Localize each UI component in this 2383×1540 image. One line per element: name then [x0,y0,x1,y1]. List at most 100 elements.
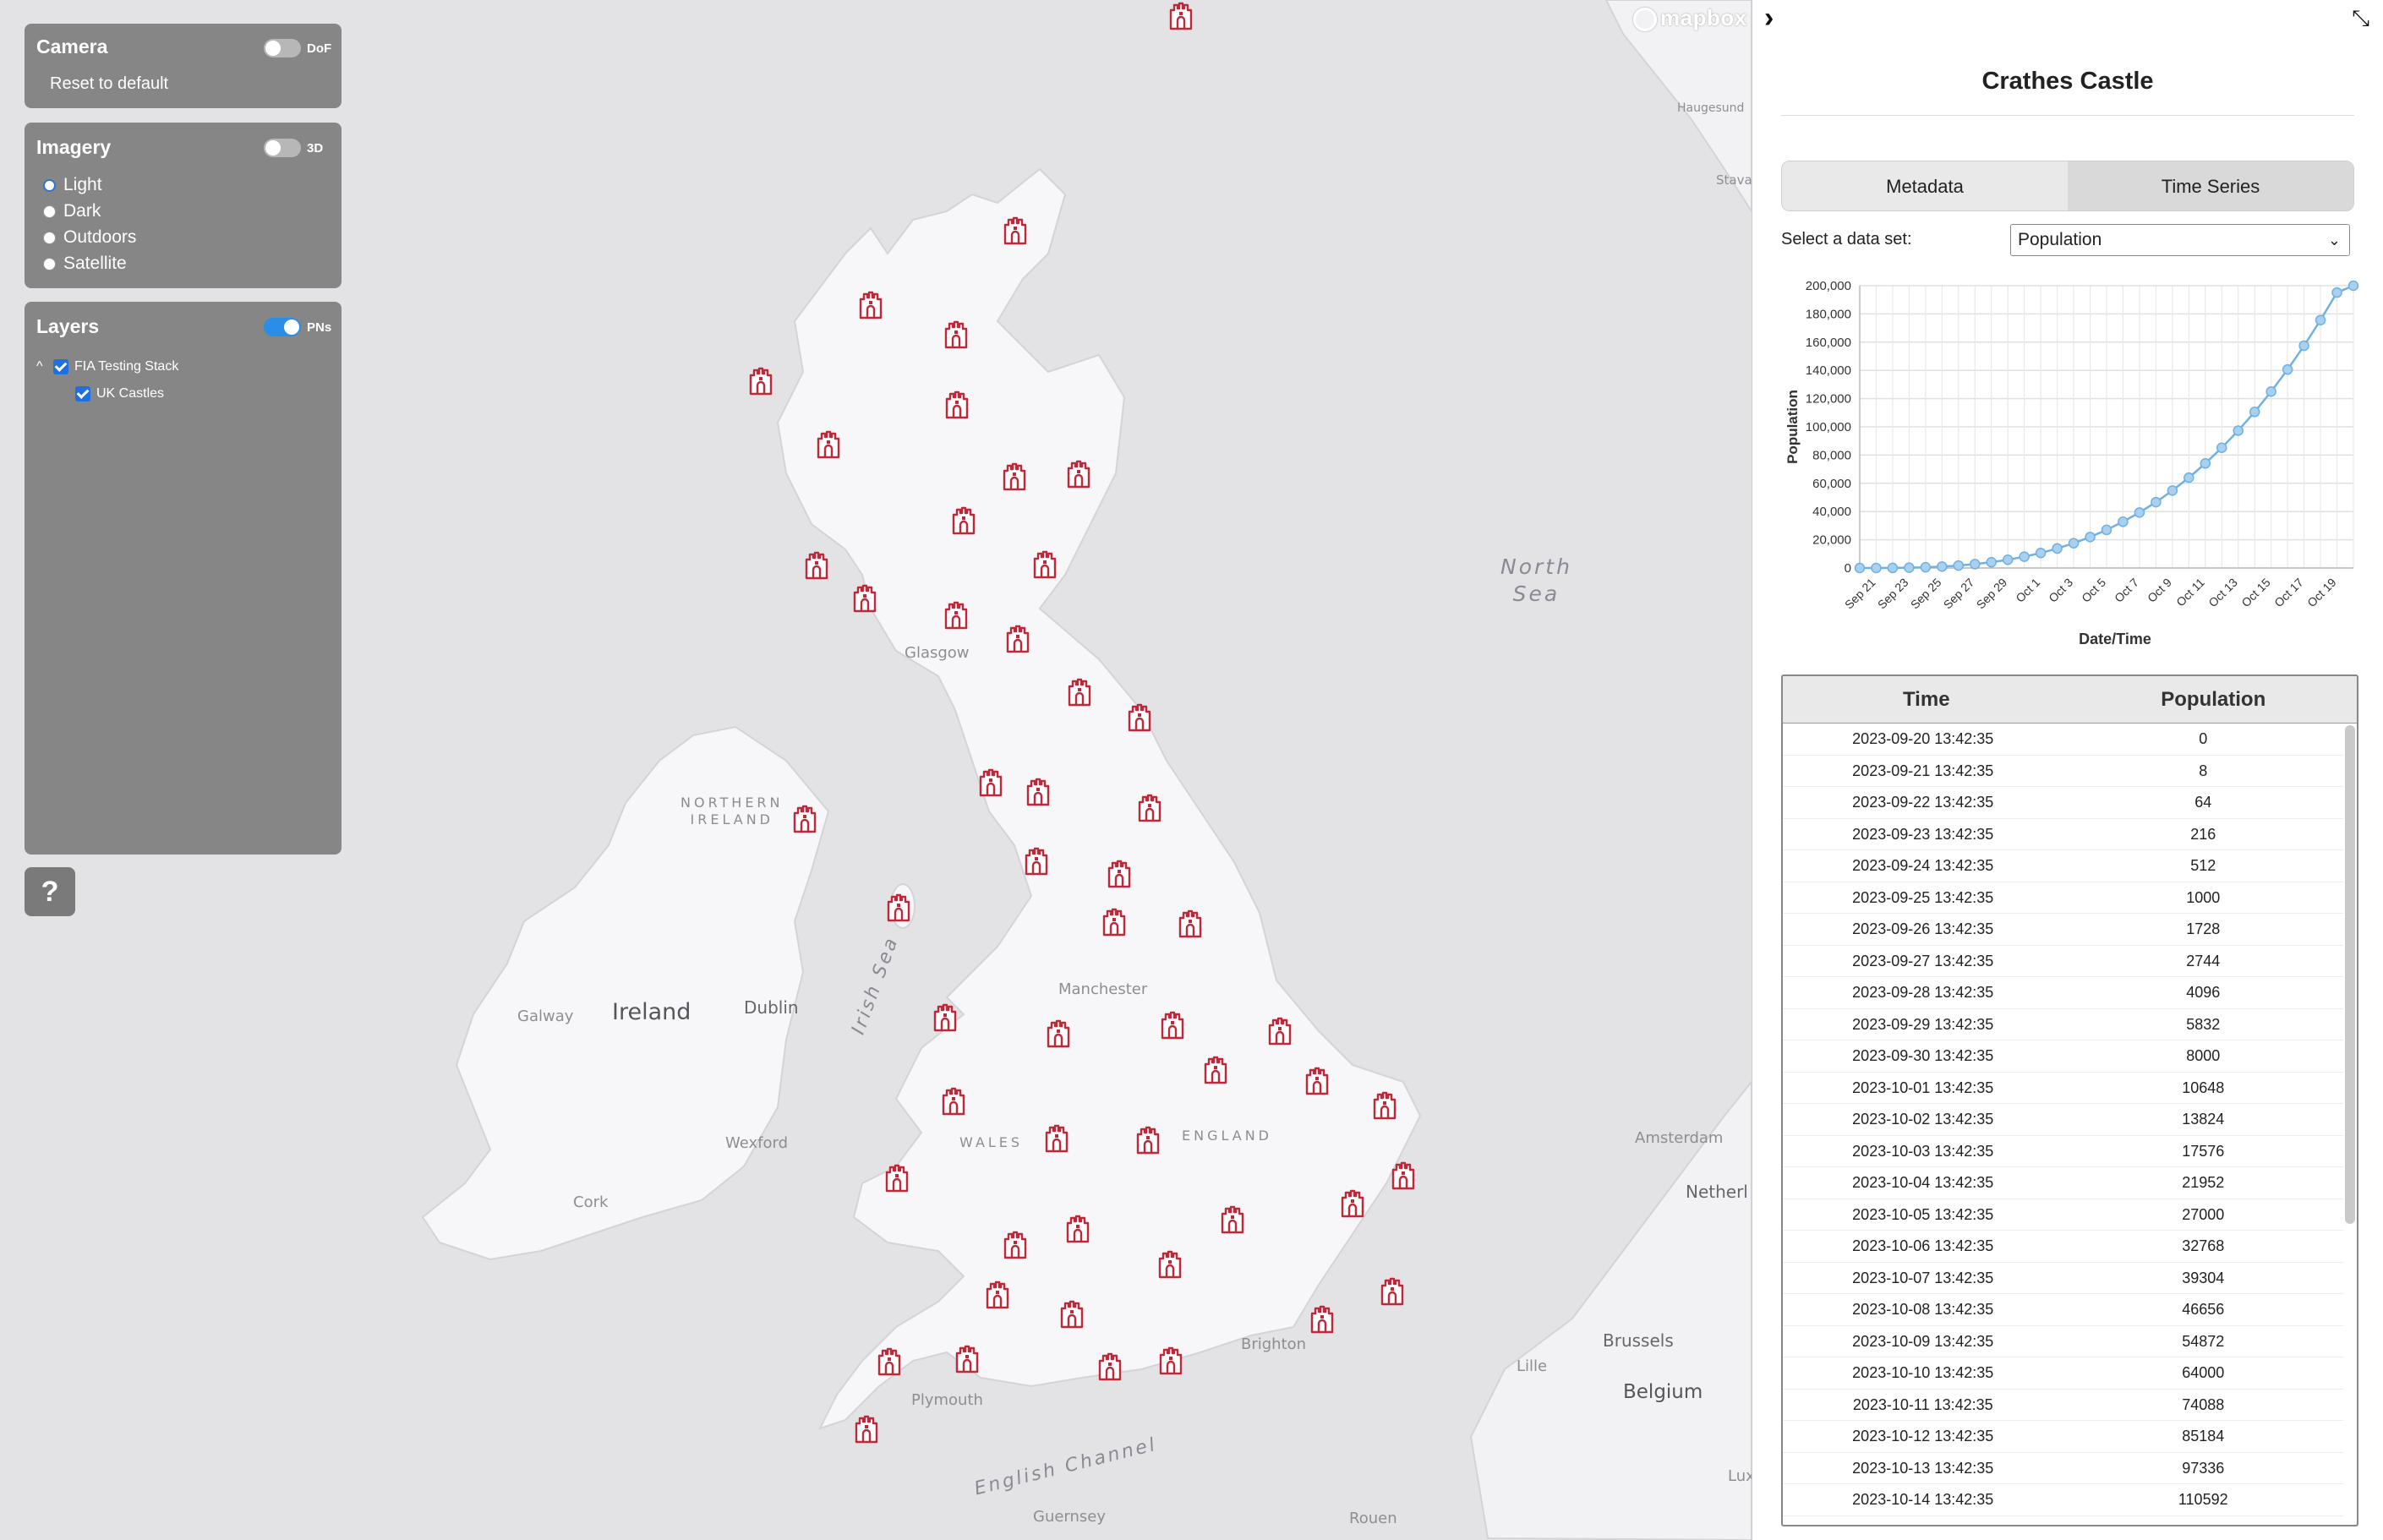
castle-icon[interactable] [1371,1089,1398,1120]
table-row[interactable]: 2023-10-06 13:42:35 32768 [1783,1231,2343,1263]
table-row[interactable]: 2023-10-11 13:42:35 74088 [1783,1390,2343,1421]
tab-time-series[interactable]: Time Series [2161,176,2260,197]
3d-toggle[interactable] [264,139,301,157]
castle-icon[interactable] [950,505,977,535]
castle-icon[interactable] [1043,1122,1070,1153]
table-row[interactable]: 2023-10-10 13:42:35 64000 [1783,1357,2343,1390]
table-scrollbar[interactable] [2345,725,2355,1224]
castle-icon[interactable] [1339,1188,1366,1218]
table-row[interactable]: 2023-10-01 13:42:35 10648 [1783,1073,2343,1104]
imagery-option-outdoors[interactable]: Outdoors [43,227,136,248]
table-row[interactable]: 2023-09-27 13:42:35 2744 [1783,946,2343,977]
castle-icon[interactable] [984,1279,1011,1309]
castle-icon[interactable] [1002,215,1029,245]
castle-icon[interactable] [1266,1015,1293,1046]
layer-item-checkbox[interactable] [75,386,90,401]
castle-icon[interactable] [1004,623,1031,653]
castle-icon[interactable] [1156,1248,1183,1279]
castle-icon[interactable] [1159,1009,1186,1040]
castle-icon[interactable] [954,1343,981,1373]
castle-icon[interactable] [943,599,970,630]
castle-icon[interactable] [1106,858,1133,888]
castle-icon[interactable] [851,582,878,613]
castle-icon[interactable] [1096,1351,1123,1381]
castle-icon[interactable] [1304,1065,1331,1095]
castle-icon[interactable] [977,767,1004,797]
reset-camera-link[interactable]: Reset to default [50,74,169,93]
castle-icon[interactable] [1126,702,1153,732]
shrink-icon[interactable]: ⤡ [2352,5,2369,30]
table-row[interactable]: 2023-09-20 13:42:35 0 [1783,724,2343,756]
castle-icon[interactable] [853,1413,880,1444]
imagery-option-dark[interactable]: Dark [43,201,101,221]
castle-icon[interactable] [1177,908,1204,938]
table-row[interactable]: 2023-09-30 13:42:35 8000 [1783,1040,2343,1073]
castle-icon[interactable] [747,365,774,396]
dataset-select[interactable]: Population ⌄ [2010,224,2350,256]
radio-light[interactable] [43,178,56,192]
castle-icon[interactable] [1167,0,1194,30]
table-row[interactable]: 2023-09-21 13:42:35 8 [1783,756,2343,787]
table-row[interactable]: 2023-10-05 13:42:35 27000 [1783,1199,2343,1231]
castle-icon[interactable] [883,1162,910,1193]
castle-icon[interactable] [1390,1160,1417,1190]
table-row[interactable]: 2023-10-08 13:42:35 46656 [1783,1294,2343,1326]
table-row[interactable]: 2023-10-14 13:42:35 110592 [1783,1484,2343,1516]
castle-icon[interactable] [791,803,818,833]
table-row[interactable]: 2023-10-02 13:42:35 13824 [1783,1104,2343,1136]
table-row[interactable]: 2023-10-13 13:42:35 97336 [1783,1453,2343,1484]
collapse-caret-icon[interactable]: ^ [36,359,43,374]
castle-icon[interactable] [1379,1275,1406,1306]
castle-icon[interactable] [940,1085,967,1116]
table-row[interactable]: 2023-10-12 13:42:35 85184 [1783,1421,2343,1453]
castle-icon[interactable] [885,892,912,922]
castle-icon[interactable] [1066,676,1093,707]
castle-icon[interactable] [1002,1229,1029,1259]
castle-icon[interactable] [1157,1345,1184,1375]
castle-icon[interactable] [803,549,830,580]
table-row[interactable]: 2023-09-23 13:42:35 216 [1783,819,2343,850]
castle-icon[interactable] [1001,461,1028,491]
castle-icon[interactable] [1134,1124,1161,1155]
castle-icon[interactable] [1025,776,1052,806]
radio-outdoors[interactable] [43,231,56,244]
table-row[interactable]: 2023-09-22 13:42:35 64 [1783,787,2343,819]
imagery-option-satellite[interactable]: Satellite [43,254,127,274]
table-row[interactable]: 2023-09-25 13:42:35 1000 [1783,882,2343,914]
tab-metadata[interactable]: Metadata [1782,161,2068,210]
dof-toggle[interactable] [264,39,301,57]
radio-dark[interactable] [43,205,56,218]
table-row[interactable]: 2023-10-03 13:42:35 17576 [1783,1136,2343,1167]
castle-icon[interactable] [932,1002,959,1032]
castle-icon[interactable] [1045,1018,1072,1048]
layer-group-row[interactable]: ^ FIA Testing Stack [36,359,178,374]
castle-icon[interactable] [1202,1054,1229,1084]
castle-icon[interactable] [1031,549,1058,579]
column-header-time[interactable]: Time [1902,688,1950,711]
table-row[interactable]: 2023-09-24 13:42:35 512 [1783,850,2343,882]
castle-icon[interactable] [1309,1303,1336,1334]
pns-toggle[interactable] [264,318,301,336]
collapse-sidebar-icon[interactable]: › [1764,2,1774,34]
table-row[interactable]: 2023-09-28 13:42:35 4096 [1783,977,2343,1009]
castle-icon[interactable] [1101,906,1128,937]
radio-satellite[interactable] [43,257,56,270]
castle-icon[interactable] [857,289,884,319]
castle-icon[interactable] [876,1346,903,1376]
imagery-option-light[interactable]: Light [43,175,102,195]
table-row[interactable]: 2023-10-07 13:42:35 39304 [1783,1263,2343,1294]
castle-icon[interactable] [1023,845,1050,876]
table-row[interactable]: 2023-09-26 13:42:35 1728 [1783,914,2343,946]
castle-icon[interactable] [1219,1204,1246,1234]
castle-icon[interactable] [815,429,842,459]
table-row[interactable]: 2023-10-04 13:42:35 21952 [1783,1167,2343,1199]
castle-icon[interactable] [943,389,970,419]
castle-icon[interactable] [1136,792,1163,822]
castle-icon[interactable] [1064,1213,1091,1243]
castle-icon[interactable] [1058,1298,1085,1329]
castle-icon[interactable] [943,319,970,349]
layer-group-checkbox[interactable] [53,359,68,374]
layer-item-row[interactable]: UK Castles [75,386,164,401]
help-button[interactable]: ? [25,867,75,916]
castle-icon[interactable] [1065,458,1092,489]
